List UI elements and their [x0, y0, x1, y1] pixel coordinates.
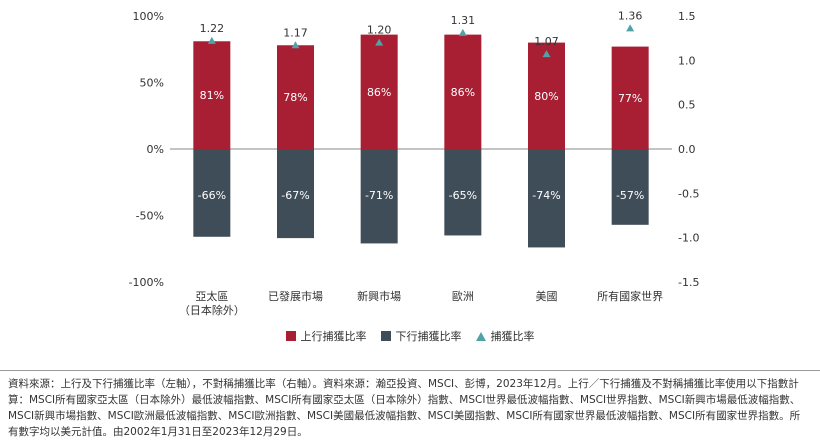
legend-swatch-downside	[380, 331, 391, 341]
legend-label-downside: 下行捕獲比率	[395, 330, 462, 343]
capture-ratio-marker	[375, 38, 384, 46]
chart-legend: 上行捕獲比率 下行捕獲比率 捕獲比率	[0, 328, 820, 344]
capture-ratio-marker	[542, 50, 551, 58]
category-label: 亞太區	[195, 290, 228, 303]
legend-item-capture: 捕獲比率	[475, 328, 535, 344]
left-axis-tick-label: -50%	[136, 210, 164, 223]
downside-bar	[360, 149, 398, 244]
upside-bar	[277, 45, 314, 150]
upside-bar-label: 86%	[367, 86, 391, 99]
capture-ratio-label: 1.07	[534, 35, 559, 48]
right-axis-tick-label: 0.0	[678, 143, 696, 156]
downside-bar	[528, 149, 565, 248]
capture-ratio-marker	[291, 41, 300, 49]
right-axis-tick-label: 0.5	[678, 99, 696, 112]
downside-bar-label: -66%	[198, 189, 226, 202]
category-label: 所有國家世界	[597, 289, 663, 303]
capture-ratio-marker	[458, 28, 467, 36]
upside-bar-label: 78%	[283, 91, 307, 104]
divider	[0, 370, 820, 371]
upside-bar-label: 80%	[534, 90, 558, 103]
downside-bar-label: -65%	[449, 189, 477, 202]
capture-ratio-label: 1.22	[200, 22, 225, 35]
legend-item-upside: 上行捕獲比率	[285, 328, 367, 344]
right-axis-tick-label: 1.0	[678, 54, 696, 67]
capture-ratio-label: 1.36	[618, 9, 643, 22]
downside-bar-label: -71%	[365, 189, 393, 202]
upside-bar	[528, 42, 565, 149]
upside-bar	[611, 46, 649, 150]
upside-bar-label: 77%	[618, 92, 642, 105]
category-label: 歐洲	[452, 289, 474, 303]
upside-bar	[444, 34, 482, 150]
upside-bar	[193, 41, 231, 149]
category-label: 新興市場	[357, 289, 401, 303]
upside-bar-label: 86%	[451, 86, 475, 99]
capture-ratio-label: 1.17	[283, 26, 308, 39]
capture-ratio-marker	[207, 36, 216, 44]
downside-bar	[277, 149, 314, 239]
downside-bar-label: -57%	[616, 189, 644, 202]
category-label: （日本除外）	[179, 303, 245, 317]
capture-ratio-label: 1.31	[451, 14, 476, 27]
capture-ratio-label: 1.20	[367, 24, 392, 37]
right-axis-tick-label: -1.5	[678, 276, 699, 289]
right-axis-tick-label: -0.5	[678, 187, 699, 200]
source-note: 資料來源：上行及下行捕獲比率（左軸），不對稱捕獲比率（右軸）。資料來源：瀚亞投資…	[8, 378, 801, 438]
legend-item-downside: 下行捕獲比率	[380, 328, 462, 344]
legend-swatch-upside	[285, 331, 296, 341]
downside-bar-label: -67%	[281, 189, 309, 202]
downside-bar	[193, 149, 231, 237]
left-axis-tick-label: 100%	[133, 10, 164, 23]
category-label: 美國	[536, 290, 558, 303]
downside-bar	[444, 149, 482, 236]
capture-ratio-chart: 100% 50% 0% -50% -100% 1.5 1.0 0.5 0.0 -0.5 -1.0 -1…	[129, 9, 700, 317]
capture-ratio-marker	[626, 24, 635, 32]
right-axis-tick-label: 1.5	[678, 10, 696, 23]
upside-bar-label: 81%	[200, 89, 224, 102]
left-axis-tick-label: 50%	[140, 77, 164, 90]
left-axis-tick-label: 0%	[147, 143, 164, 156]
downside-bar	[611, 149, 649, 225]
legend-label-capture: 捕獲比率	[490, 330, 535, 343]
triangle-icon	[475, 331, 486, 341]
downside-bar-label: -74%	[532, 189, 560, 202]
category-label: 已發展市場	[268, 289, 323, 303]
left-axis-tick-label: -100%	[129, 276, 164, 289]
right-axis-tick-label: -1.0	[678, 232, 699, 245]
legend-label-upside: 上行捕獲比率	[300, 330, 367, 343]
upside-bar	[360, 34, 398, 150]
